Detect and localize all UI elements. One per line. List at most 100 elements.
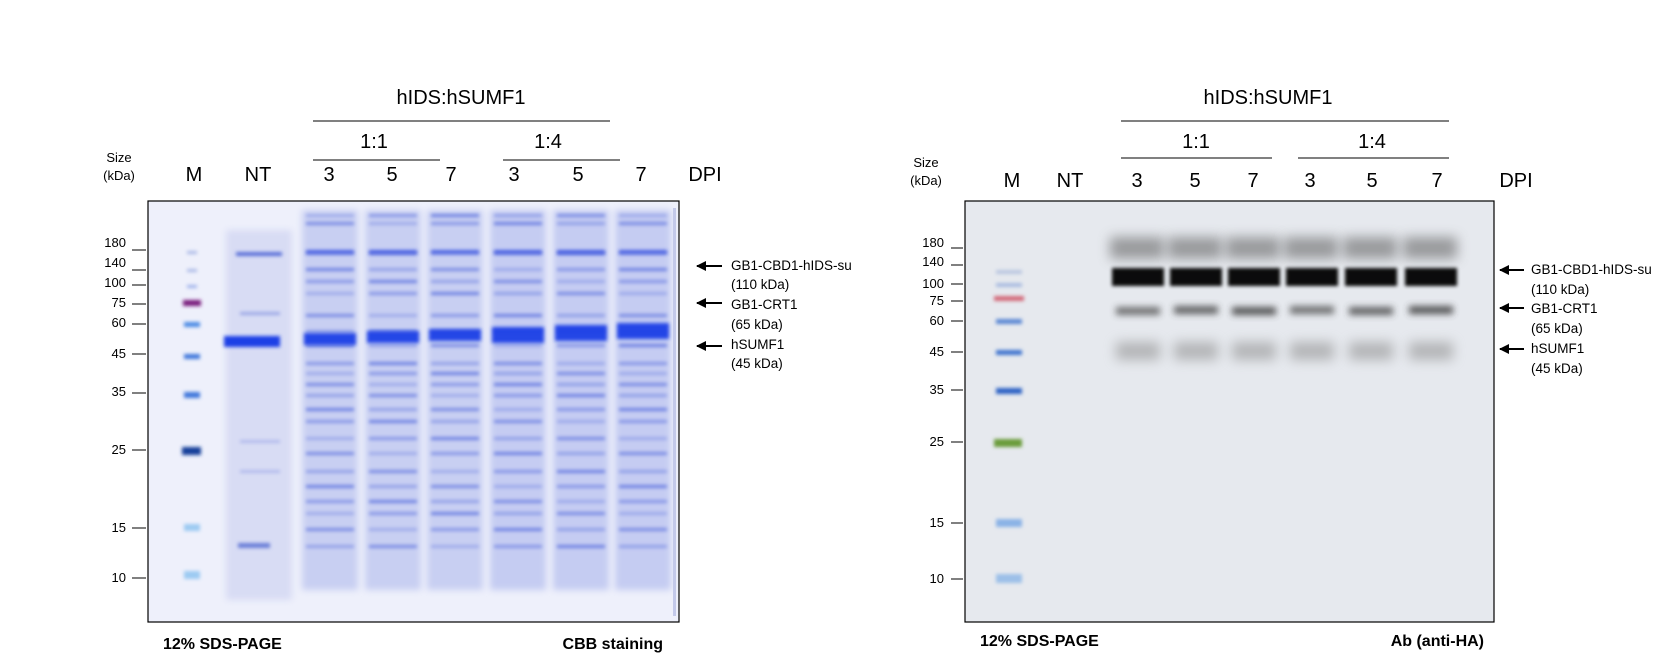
protein-band-major: [492, 327, 544, 343]
annotation-gb1-crt1-size: (65 kDa): [731, 317, 783, 332]
mw-tick-label: 15: [112, 520, 126, 535]
protein-band: [494, 408, 542, 411]
protein-band: [431, 500, 479, 503]
size-title-line2: (kDa): [103, 168, 135, 183]
protein-band: [431, 344, 479, 347]
gel-frame: [147, 200, 680, 623]
footer-stain: CBB staining: [563, 636, 663, 653]
protein-band: [494, 268, 542, 271]
protein-band: [369, 362, 417, 365]
protein-band: [619, 250, 667, 254]
dpi-axis-label: DPI: [1499, 170, 1532, 192]
protein-band: [619, 485, 667, 488]
blot-band-hids: [1112, 268, 1164, 286]
right-panel: Size (kDa) hIDS:hSUMF1 1:1 1:4 M NT 3 5 …: [910, 87, 1652, 650]
blot-band-sumf1: [1409, 342, 1453, 360]
protein-band: [494, 280, 542, 283]
blot-band-crt1: [1349, 307, 1393, 315]
protein-band: [369, 408, 417, 411]
protein-band: [431, 372, 479, 375]
lane-label-nt: NT: [1057, 170, 1084, 192]
protein-band: [557, 437, 605, 440]
marker-lane: [994, 270, 1024, 583]
blot-band-smear: [1226, 237, 1280, 259]
protein-band: [369, 485, 417, 488]
protein-band: [431, 214, 479, 217]
protein-band: [494, 528, 542, 531]
protein-band: [619, 408, 667, 411]
mw-tick-label: 140: [922, 254, 944, 269]
protein-band: [619, 437, 667, 440]
annotation-hsumf1-size: (45 kDa): [731, 356, 783, 371]
protein-band: [494, 222, 542, 225]
protein-band: [369, 222, 417, 225]
protein-band: [306, 394, 354, 397]
ratio-label-1-4: 1:4: [1358, 131, 1386, 153]
protein-band: [306, 437, 354, 440]
blot-band-sumf1: [1349, 342, 1393, 360]
annotation-gb1-cbd1-hids-size: (110 kDa): [1531, 282, 1589, 297]
lane-label-dpi: 3: [323, 164, 334, 186]
lane-label-dpi: 7: [445, 164, 456, 186]
protein-band: [369, 372, 417, 375]
blot-band-smear: [1110, 237, 1164, 259]
mw-tick-label: 60: [930, 313, 944, 328]
protein-band: [431, 420, 479, 423]
mw-tick-label: 100: [922, 276, 944, 291]
lane-label-nt: NT: [245, 164, 272, 186]
protein-band: [431, 512, 479, 515]
protein-band-major: [367, 331, 419, 343]
size-title-line1: Size: [106, 150, 131, 165]
protein-band: [369, 383, 417, 386]
lane-label-dpi: 5: [1189, 170, 1200, 192]
protein-band: [369, 528, 417, 531]
blot-band-sumf1: [1232, 342, 1276, 360]
blot-band-smear: [1168, 237, 1222, 259]
protein-band: [431, 280, 479, 283]
protein-band: [619, 512, 667, 515]
protein-band: [431, 485, 479, 488]
construct-header: hIDS:hSUMF1: [1204, 87, 1333, 109]
lane-label-dpi: 5: [386, 164, 397, 186]
protein-band: [431, 470, 479, 473]
protein-band: [494, 214, 542, 217]
mw-tick-label: 180: [922, 235, 944, 250]
ratio-label-1-4: 1:4: [534, 131, 562, 153]
blot-band-crt1: [1290, 306, 1334, 314]
blot-band-crt1: [1409, 306, 1453, 314]
protein-band: [369, 545, 417, 548]
blot-band-crt1: [1232, 307, 1276, 315]
protein-band: [494, 470, 542, 473]
band-annotations: GB1-CBD1-hIDS-su (110 kDa) GB1-CRT1 (65 …: [696, 258, 852, 371]
annotation-hsumf1: hSUMF1: [1531, 341, 1584, 356]
protein-band: [494, 512, 542, 515]
protein-band: [306, 314, 354, 317]
protein-band: [306, 420, 354, 423]
protein-band: [557, 545, 605, 548]
mw-tick-label: 75: [112, 295, 126, 310]
protein-band: [306, 452, 354, 455]
protein-band: [557, 214, 605, 217]
lane-nt: [224, 230, 292, 600]
protein-band: [306, 222, 354, 225]
protein-band: [619, 314, 667, 317]
protein-band: [306, 362, 354, 365]
protein-band: [557, 470, 605, 473]
protein-band: [494, 292, 542, 295]
lane-label-dpi: 3: [1131, 170, 1142, 192]
protein-band: [306, 485, 354, 488]
protein-band: [557, 372, 605, 375]
mw-tick-label: 15: [930, 515, 944, 530]
protein-band: [619, 394, 667, 397]
protein-band: [306, 344, 354, 347]
footer-antibody: Ab (anti-HA): [1391, 633, 1484, 650]
mw-tick-label: 10: [930, 571, 944, 586]
protein-band: [494, 362, 542, 365]
mw-ladder: 180 140 100 75 60 45 35 25 15 10: [104, 235, 146, 585]
protein-band: [557, 383, 605, 386]
sample-lanes: [302, 210, 671, 590]
protein-band: [619, 545, 667, 548]
protein-band: [557, 420, 605, 423]
sample-bands: [1110, 237, 1457, 360]
